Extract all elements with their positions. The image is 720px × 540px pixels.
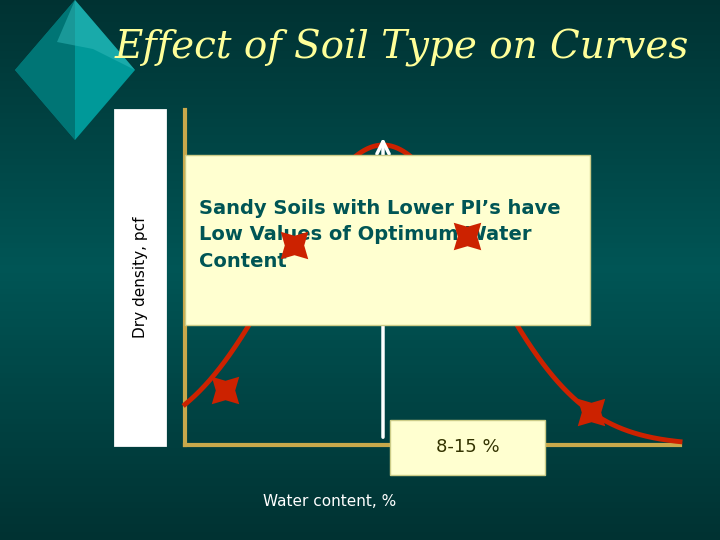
Polygon shape — [15, 0, 75, 140]
Text: Dry density, pcf: Dry density, pcf — [132, 217, 148, 338]
Text: Effect of Soil Type on Curves: Effect of Soil Type on Curves — [115, 29, 689, 67]
Polygon shape — [15, 0, 135, 140]
Text: 8-15 %: 8-15 % — [436, 438, 499, 456]
FancyBboxPatch shape — [390, 420, 545, 475]
Text: Water content, %: Water content, % — [264, 495, 397, 510]
FancyBboxPatch shape — [185, 155, 590, 325]
FancyBboxPatch shape — [115, 110, 165, 445]
Polygon shape — [57, 0, 135, 70]
Text: Sandy Soils with Lower PI’s have
Low Values of Optimum Water
Content: Sandy Soils with Lower PI’s have Low Val… — [199, 199, 561, 271]
